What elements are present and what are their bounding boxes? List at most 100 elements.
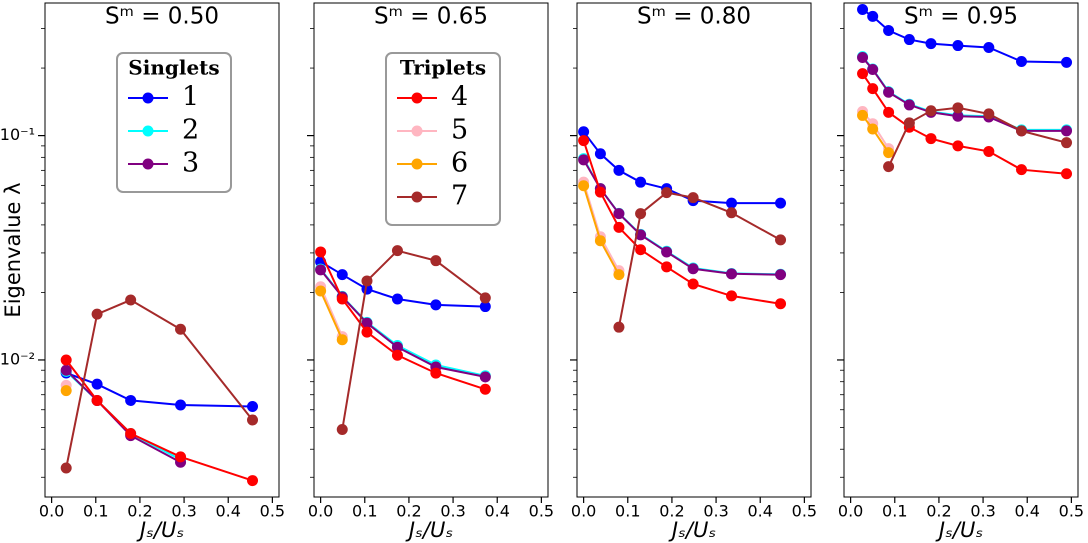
data-point [613,221,625,233]
data-point [903,117,915,129]
data-point [775,234,787,246]
series-line [65,359,253,482]
data-point [125,428,137,440]
data-point [315,264,327,276]
x-tick-label: 0.3 [970,502,995,521]
data-point [60,354,72,366]
panel: 10⁻² 10⁻¹ 0.0 0.1 0.2 0.3 0.4 0.5 Sᵐ = 0.50 Jₛ/Uₛ… [0,2,285,542]
data-point [857,109,869,121]
data-point [635,244,647,256]
data-point [903,99,915,111]
data-point [857,51,869,63]
x-tick-label: 0.0 [571,502,596,521]
axes-frame [843,2,1079,498]
panel-title: Sᵐ = 0.65 [374,4,488,30]
panel: 0.0 0.1 0.2 0.3 0.4 0.5 Sᵐ = 0.95 Jₛ/Uₛ [837,2,1084,542]
legend-label: 2 [182,115,199,146]
legend-marker [142,92,154,104]
y-tick-label: 10⁻¹ [0,125,35,144]
x-tick-label: 0.2 [926,502,951,521]
data-point [952,102,964,114]
legend-label: 7 [451,181,468,212]
legend-label: 5 [451,115,468,146]
x-tick-label: 0.3 [171,502,196,521]
data-point [867,123,879,135]
data-point [952,140,964,152]
data-point [247,475,259,487]
data-point [60,364,72,376]
series-line [319,268,486,377]
x-tick-label: 0.2 [127,502,152,521]
axes-frame [44,2,280,498]
data-point [867,83,879,95]
legend-box [116,52,232,193]
data-point [661,187,673,199]
legend-marker [142,158,154,170]
data-point [661,246,673,258]
data-point [578,126,590,138]
x-tick-label: 0.2 [396,502,421,521]
data-point [857,3,869,15]
panel: 0.0 0.1 0.2 0.3 0.4 0.5 Sᵐ = 0.80 Jₛ/Uₛ [570,2,817,542]
data-point [775,269,787,281]
data-point [867,64,879,76]
data-point [903,34,915,46]
data-point [60,462,72,474]
data-point [391,349,403,361]
data-point [125,394,137,406]
data-point [687,263,699,275]
series-line [319,269,486,378]
data-point [1015,55,1027,67]
data-point [867,10,879,22]
data-point [925,105,937,117]
series-line [319,251,486,391]
data-point [687,192,699,204]
x-axis-label: Jₛ/Uₛ [405,518,453,542]
data-point [613,269,625,281]
data-point [336,423,348,435]
data-point [613,164,625,176]
data-point [479,383,491,395]
data-point [1061,56,1073,68]
series-line [582,140,781,305]
legend-marker [142,125,154,137]
data-point [336,293,348,305]
panel-title: Sᵐ = 0.50 [105,4,219,30]
data-point [594,186,606,198]
y-tick-label: 10⁻² [0,349,35,368]
x-tick-label: 0.3 [703,502,728,521]
series-line [617,191,781,328]
data-point [479,371,491,383]
data-point [594,235,606,247]
data-point [1061,125,1073,137]
legend-marker [411,125,423,137]
data-point [983,108,995,120]
axes-frame [313,2,549,498]
legend-label: 4 [451,82,468,113]
legend-marker [411,158,423,170]
data-point [857,68,869,80]
data-point [775,197,787,209]
data-point [91,394,103,406]
data-point [430,299,442,311]
data-point [613,321,625,333]
data-point [726,268,738,280]
data-point [1061,137,1073,149]
data-point [91,378,103,390]
data-point [726,197,738,209]
x-tick-label: 0.4 [215,502,240,521]
data-point [925,133,937,145]
series-line [582,131,781,205]
data-point [315,246,327,258]
data-point [578,135,590,147]
data-point [578,154,590,166]
data-point [91,308,103,320]
series-line [319,290,344,341]
y-axis-label: Eigenvalue λ [1,182,25,317]
legend-title: Triplets [400,56,486,80]
x-tick-label: 0.1 [83,502,108,521]
data-point [391,245,403,257]
